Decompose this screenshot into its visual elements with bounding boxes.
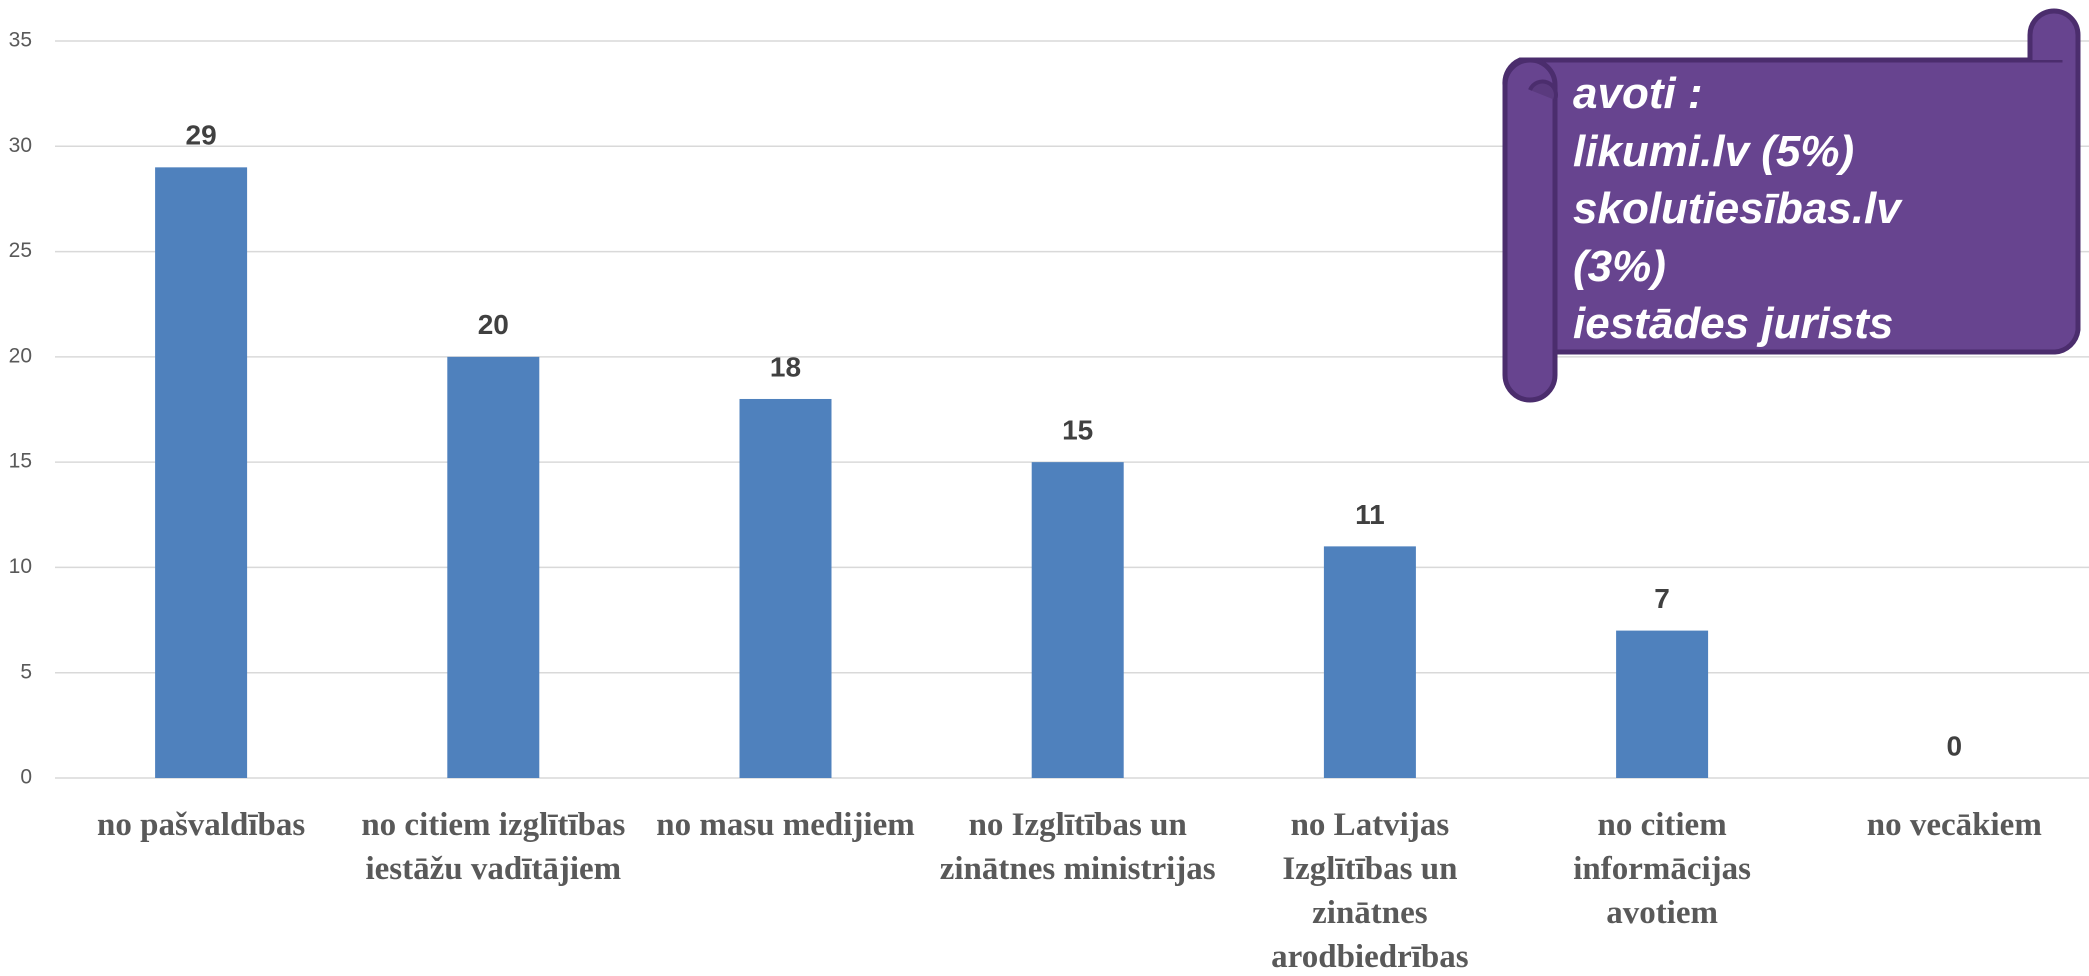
data-label: 11 <box>1355 499 1385 530</box>
y-tick-label: 15 <box>9 450 32 473</box>
data-label: 18 <box>770 351 801 382</box>
x-tick-label: no citiem izglītības iestāžu vadītājiem <box>361 807 626 887</box>
bar <box>155 167 248 779</box>
bar <box>1323 546 1416 778</box>
y-tick-label: 25 <box>9 239 32 262</box>
x-tick-label: no citiem informācijas avotiem <box>1573 807 1751 931</box>
x-tick-label: no masu medijiem <box>656 807 915 843</box>
annotation-line: avoti : <box>1573 69 1703 118</box>
y-tick-label: 5 <box>20 660 32 683</box>
y-tick-label: 0 <box>20 766 32 789</box>
y-tick-label: 10 <box>9 555 32 578</box>
callout <box>1502 8 2081 403</box>
x-tick-label: no pašvaldības <box>97 807 306 843</box>
annotation-line: iestādes jurists <box>1573 299 1894 348</box>
data-label: 0 <box>1947 730 1963 761</box>
data-label: 20 <box>478 309 509 340</box>
y-tick-label: 20 <box>9 344 32 367</box>
bar <box>1031 462 1124 778</box>
y-tick-label: 35 <box>9 29 32 52</box>
annotation-line: (3%) <box>1573 241 1666 291</box>
bar <box>447 356 540 778</box>
y-tick-label: 30 <box>9 134 32 157</box>
annotation-line: likumi.lv (5%) <box>1573 126 1855 176</box>
data-label: 7 <box>1654 583 1670 614</box>
x-tick-label: no Latvijas Izglītības un zinātnes arodb… <box>1271 807 1469 975</box>
annotation-line: skolutiesības.lv <box>1573 184 1901 233</box>
x-tick-label: no Izglītības un zinātnes ministrijas <box>939 807 1216 887</box>
data-label: 15 <box>1062 415 1093 446</box>
data-label: 29 <box>186 120 217 151</box>
bar <box>1616 630 1709 778</box>
x-tick-label: no vecākiem <box>1866 807 2042 843</box>
bar <box>739 398 832 778</box>
